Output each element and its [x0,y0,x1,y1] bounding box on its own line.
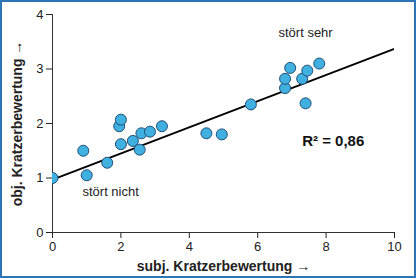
svg-text:subj. Kratzerbewertung →: subj. Kratzerbewertung → [137,258,310,274]
svg-text:2: 2 [117,239,124,254]
svg-text:6: 6 [254,239,261,254]
svg-text:4: 4 [186,239,193,254]
svg-text:8: 8 [322,239,329,254]
svg-text:obj. Kratzerbewertung →: obj. Kratzerbewertung → [9,41,25,207]
svg-text:2: 2 [36,116,43,131]
svg-text:R² = 0,86: R² = 0,86 [302,132,364,149]
svg-text:1: 1 [36,170,43,185]
svg-text:10: 10 [387,239,401,254]
svg-text:stört nicht: stört nicht [82,184,139,199]
svg-text:0: 0 [36,225,43,240]
svg-text:3: 3 [36,61,43,76]
svg-text:4: 4 [36,7,43,22]
svg-text:stört sehr: stört sehr [278,25,333,40]
svg-text:0: 0 [49,239,56,254]
